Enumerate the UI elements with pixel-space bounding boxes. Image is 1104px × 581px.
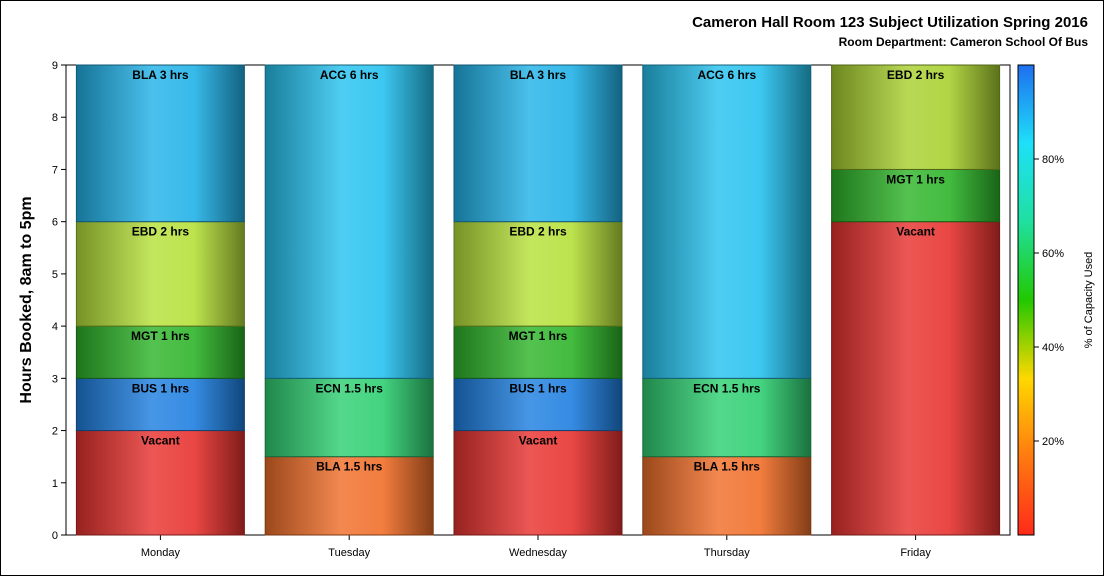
bar-segment: [453, 325, 623, 379]
bar-segment-label: Vacant: [896, 225, 935, 239]
colorbar: 20% 40% 60% 80%: [1017, 64, 1064, 536]
y-tick-label: 7: [52, 164, 58, 176]
y-tick-label: 8: [52, 112, 58, 124]
bar-segment: [831, 64, 1001, 170]
bar-segment: [831, 221, 1001, 536]
bar-segment: [453, 377, 623, 432]
bar-segment-label: MGT 1 hrs: [509, 329, 568, 343]
bar-segment: [75, 430, 245, 536]
plot-area: 0 1 2 3 4 5 6 7 8 9 Monday Vacant BUS 1 hrs MGT 1 hrs…: [52, 60, 1011, 559]
bar-segment-label: BUS 1 hrs: [132, 381, 190, 395]
bar-segment: [75, 64, 245, 223]
bar-segment: [453, 430, 623, 536]
y-tick-label: 2: [52, 426, 58, 438]
bar-segment: [75, 221, 245, 327]
y-tick-label: 1: [52, 478, 58, 490]
colorbar-label: % of Capacity Used: [1083, 252, 1095, 349]
bar-segment-label: BUS 1 hrs: [509, 381, 567, 395]
bar-segment: [75, 325, 245, 379]
x-tick-label: Wednesday: [509, 547, 567, 559]
bar-segment-label: BLA 1.5 hrs: [694, 460, 761, 474]
bar-segment-label: BLA 3 hrs: [132, 68, 189, 82]
bar-segment: [831, 168, 1001, 223]
bar-segment-label: ECN 1.5 hrs: [693, 381, 761, 395]
bar-segment: [453, 221, 623, 327]
bar-segment-label: MGT 1 hrs: [131, 329, 190, 343]
bar-segment-label: BLA 3 hrs: [510, 68, 567, 82]
y-tick-label: 3: [52, 373, 58, 385]
bar-segment: [75, 377, 245, 432]
y-tick-label: 4: [52, 321, 58, 333]
colorbar-tick-label: 80%: [1042, 154, 1064, 166]
bar-segment-label: BLA 1.5 hrs: [316, 460, 383, 474]
chart-title: Cameron Hall Room 123 Subject Utilizatio…: [692, 14, 1088, 31]
bar-segment: [642, 64, 812, 379]
bar-segment-label: MGT 1 hrs: [886, 172, 945, 186]
x-tick-label: Tuesday: [328, 547, 370, 559]
bar-segment-label: EBD 2 hrs: [509, 225, 567, 239]
chart-subtitle: Room Department: Cameron School Of Bus: [839, 35, 1089, 49]
bar-segment: [264, 377, 434, 458]
x-tick-label: Monday: [141, 547, 181, 559]
colorbar-gradient: [1017, 64, 1035, 536]
y-axis-label: Hours Booked, 8am to 5pm: [18, 196, 35, 403]
colorbar-tick-label: 40%: [1042, 342, 1064, 354]
y-tick-label: 5: [52, 269, 58, 281]
bar-segment: [642, 456, 812, 536]
y-tick-label: 9: [52, 60, 58, 72]
colorbar-tick-label: 20%: [1042, 436, 1064, 448]
x-tick-label: Thursday: [704, 547, 750, 559]
bar-segment-label: Vacant: [519, 434, 558, 448]
bar-segment: [264, 64, 434, 379]
bar-segment-label: ACG 6 hrs: [697, 68, 756, 82]
y-tick-label: 6: [52, 217, 58, 229]
bar-segment-label: ECN 1.5 hrs: [316, 381, 384, 395]
bar-segment-label: EBD 2 hrs: [887, 68, 945, 82]
y-tick-label: 0: [52, 530, 58, 542]
bar-segment-label: ACG 6 hrs: [320, 68, 379, 82]
bar-segment-label: EBD 2 hrs: [132, 225, 190, 239]
x-tick-label: Friday: [900, 547, 931, 559]
bar-segment: [453, 64, 623, 223]
colorbar-tick-label: 60%: [1042, 248, 1064, 260]
bar-segment-label: Vacant: [141, 434, 180, 448]
